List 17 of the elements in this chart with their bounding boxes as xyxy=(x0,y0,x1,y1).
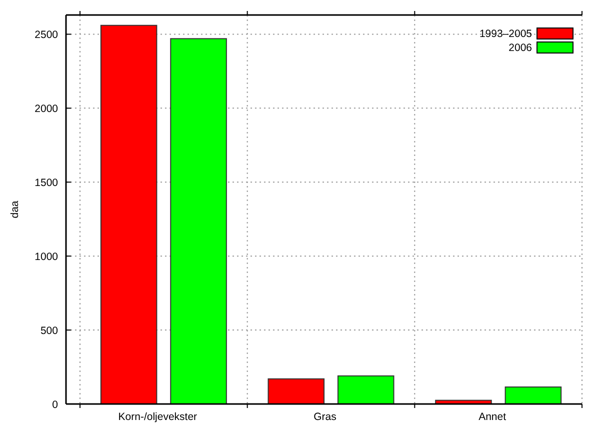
legend-label: 1993–2005 xyxy=(479,28,532,40)
x-tick-label: Annet xyxy=(478,411,506,423)
bar xyxy=(268,378,325,404)
bar xyxy=(170,38,227,404)
x-tick-label: Gras xyxy=(314,411,336,423)
y-tick-label: 1000 xyxy=(34,251,58,264)
bar xyxy=(100,24,158,404)
y-tick-label: 500 xyxy=(40,325,58,338)
bar xyxy=(337,375,394,404)
x-tick-label: Korn-/oljevekster xyxy=(118,411,198,423)
y-tick-label: 2000 xyxy=(34,103,58,116)
bar xyxy=(504,386,562,404)
y-axis-title: daa xyxy=(9,200,21,218)
y-tick-label: 1500 xyxy=(34,177,58,190)
legend-label: 2006 xyxy=(508,42,532,54)
y-tick-label: 0 xyxy=(52,399,58,411)
y-tick-label: 2500 xyxy=(34,29,58,42)
